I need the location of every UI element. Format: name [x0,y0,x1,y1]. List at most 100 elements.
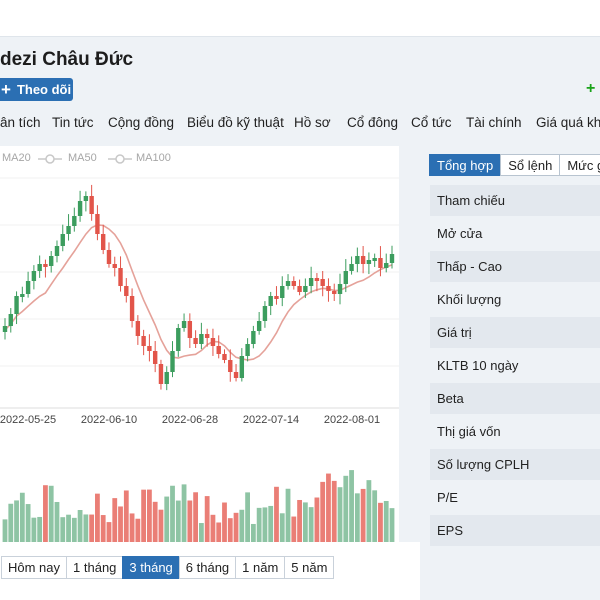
candle-body [193,338,198,344]
top-bar [0,0,600,36]
volume-bar [233,512,239,542]
stat-low-high: Thấp - Cao [430,251,600,282]
candle-body [256,321,262,331]
candle-body [187,321,193,338]
candle-body [360,256,366,264]
legend-ma100[interactable]: MA100 [136,152,171,164]
x-axis-label: 2022-08-01 [324,414,380,426]
compare-plus-icon[interactable]: + [586,80,596,97]
candle-body [204,334,210,338]
volume-bar [216,522,222,542]
candle-body [233,372,239,378]
volume-bar [77,509,83,542]
candle-body [245,344,250,356]
volume-bar [279,513,285,542]
legend-ma50[interactable]: MA50 [68,152,97,164]
volume-bar [164,496,170,542]
volume-bar [349,470,354,542]
range-3-months-button[interactable]: 3 tháng [122,556,180,579]
tab-order-book[interactable]: Sổ lệnh [500,154,561,176]
volume-bar [198,523,204,542]
volume-bar [158,509,164,542]
tab-technical-chart[interactable]: Biểu đồ kỹ thuật [187,115,284,130]
volume-bar [291,516,297,542]
candle-body [314,278,320,281]
candle-body [372,258,377,261]
legend-ma20[interactable]: MA20 [2,152,31,164]
candle-body [216,346,221,354]
tab-price-levels[interactable]: Mức g [559,154,600,176]
range-today-button[interactable]: Hôm nay [1,556,68,579]
candle-body [332,291,337,294]
tab-dividends[interactable]: Cổ tức [411,115,452,130]
candle-body [124,286,129,296]
candle-body [20,294,25,297]
stat-beta: Beta [430,383,600,414]
volume-bar [366,480,372,542]
candle-body [77,201,83,216]
volume-bar [2,519,8,542]
range-1-month-button[interactable]: 1 tháng [66,556,124,579]
tab-shareholders[interactable]: Cổ đông [347,115,399,130]
candle-body [95,214,100,234]
volume-bar [135,518,141,542]
volume-bar [147,489,152,542]
volume-bar [326,473,331,542]
x-axis-label: 2022-06-10 [81,414,137,426]
candle-body [303,286,308,292]
volume-bar [204,496,210,542]
candle-body [49,256,54,266]
candle-body [106,250,112,264]
tab-financials[interactable]: Tài chính [466,115,522,130]
stat-eps: EPS [430,515,600,546]
candle-body [158,364,164,384]
stat-value: Giá trị [430,317,600,348]
range-selector: Hôm nay 1 tháng 3 tháng 6 tháng 1 năm 5 … [1,556,335,579]
volume-bar [308,507,314,542]
volume-bar [112,498,118,542]
volume-bar [60,517,66,542]
volume-bar [268,505,274,542]
candle-body [135,321,141,336]
tab-overview[interactable]: Tổng hợp [429,154,502,176]
candle-body [72,216,77,226]
tab-price-history[interactable]: Giá quá khứ [536,115,600,130]
volume-bar [37,516,43,542]
volume-bar [54,501,60,542]
volume-bar [181,484,187,542]
volume-bar [43,485,48,542]
range-6-months-button[interactable]: 6 tháng [178,556,237,579]
candle-body [25,281,31,294]
tab-news[interactable]: Tin tức [52,115,94,130]
candle-body [210,338,216,346]
volume-bar [48,485,54,542]
candle-body [384,263,389,268]
stat-shares-outstanding: Số lượng CPLH [430,449,600,480]
follow-button[interactable]: + Theo dõi [0,78,73,101]
volume-bar [123,490,129,542]
tab-profile[interactable]: Hồ sơ [294,115,331,130]
tab-community[interactable]: Cộng đồng [108,115,175,130]
candlestick-chart[interactable]: 2022-05-25 2022-06-10 2022-06-28 2022-07-14… [0,146,399,542]
volume-bar [187,500,193,542]
company-name: dezi Châu Đức [0,49,134,70]
candle-body [326,286,331,291]
volume-bar [262,507,268,542]
volume-bar [274,486,279,542]
range-1-year-button[interactable]: 1 năm [235,556,286,579]
candle-body [66,226,71,234]
legend-ma100-marker [108,154,132,164]
candle-body [280,286,285,298]
candle-body [176,328,181,351]
volume-bar [285,488,291,542]
candle-body [129,296,135,321]
candle-body [349,264,354,271]
range-5-years-button[interactable]: 5 năm [284,556,335,579]
volume-bar [343,475,349,542]
volume-bar [106,522,112,542]
volume-bar [297,499,302,542]
volume-bar [71,517,77,542]
candle-body [118,268,123,286]
tab-analysis[interactable]: ân tích [0,115,41,130]
volume-bar [222,502,227,542]
